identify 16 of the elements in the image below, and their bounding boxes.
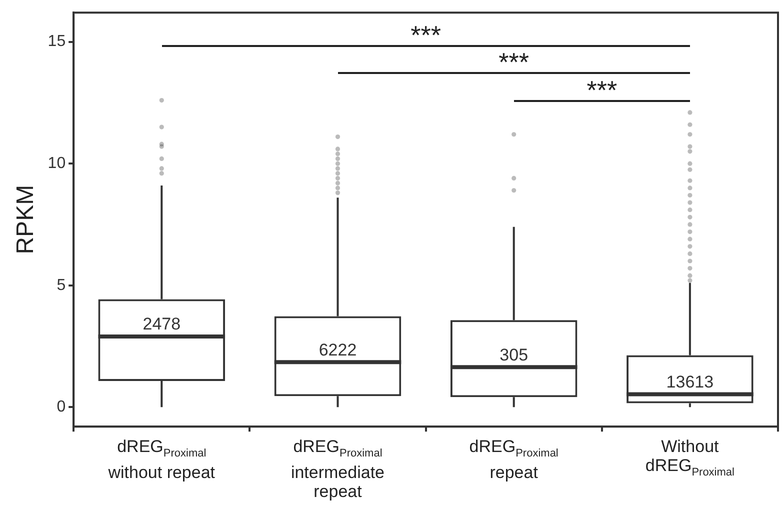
annotation: 305 (500, 345, 528, 364)
annotation: 2478 (142, 314, 181, 334)
y-tick-label: 5 (56, 276, 66, 294)
annotation: 6222 (318, 340, 357, 360)
significance-bracket: *** (162, 24, 690, 47)
x-tick-label: Without dREG$_{Proximal}$ (644, 436, 736, 480)
annotation: 13613 (666, 372, 714, 392)
y-tick-label: 15 (48, 33, 66, 50)
y-axis-title: RPKM (12, 184, 40, 254)
y-tick-label: 10 (48, 154, 66, 172)
y-tick-label: 0 (56, 398, 66, 416)
significance-bracket: *** (338, 52, 690, 74)
x-tick-label: dREG$_{Proximal}$ repeat (468, 436, 560, 482)
significance-bracket: *** (514, 80, 690, 102)
x-tick-label: dREG$_{Proximal}$ without repeat (107, 436, 216, 482)
x-tick-label: dREG$_{Proximal}$ intermediate repeat (290, 436, 386, 501)
